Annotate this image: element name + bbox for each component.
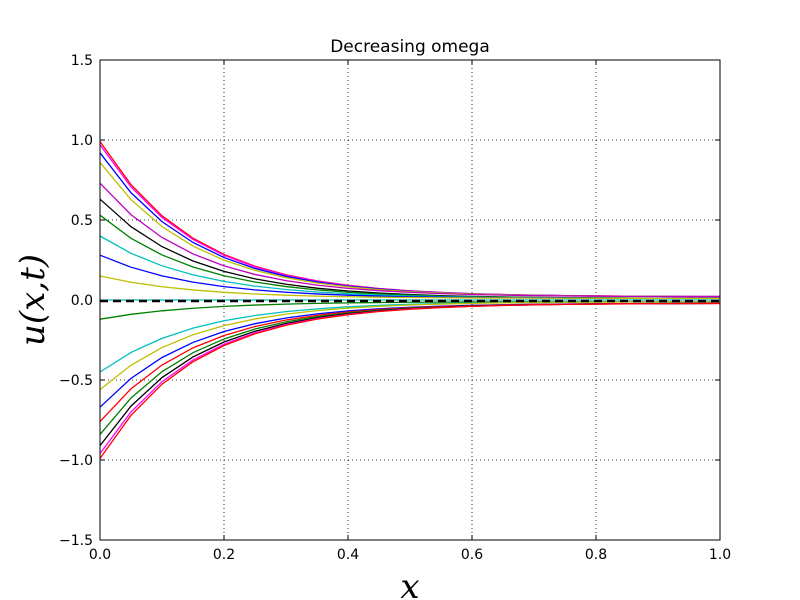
x-tick-label: 0.8 [585,547,607,563]
plot-frame [99,59,721,541]
y-tick-label: 1.5 [71,53,93,69]
y-tick-label: −0.5 [59,373,93,389]
series-line-13 [99,301,721,391]
y-tick-label: 1.0 [71,133,93,149]
series-line-19 [99,302,721,459]
series-line-10 [99,275,721,300]
y-tick-label: −1.0 [59,453,93,469]
x-tick-label: 1.0 [709,547,731,563]
y-axis-ticks: 1.5 1.0 0.5 0.0 −0.5 −1.0 −1.5 [59,53,720,549]
y-tick-label: −1.5 [59,533,93,549]
series-group [99,141,721,459]
x-tick-label: 0.0 [89,547,111,563]
series-line-5 [99,182,721,298]
y-axis-label: u(x,t) [13,254,53,346]
y-tick-label: 0.5 [71,213,93,229]
y-tick-label: 0.0 [71,293,93,309]
x-tick-label: 0.2 [213,547,235,563]
x-tick-label: 0.4 [337,547,359,563]
chart-title: Decreasing omega [330,37,490,57]
x-axis-label: x [400,567,419,600]
x-tick-label: 0.6 [461,547,483,563]
